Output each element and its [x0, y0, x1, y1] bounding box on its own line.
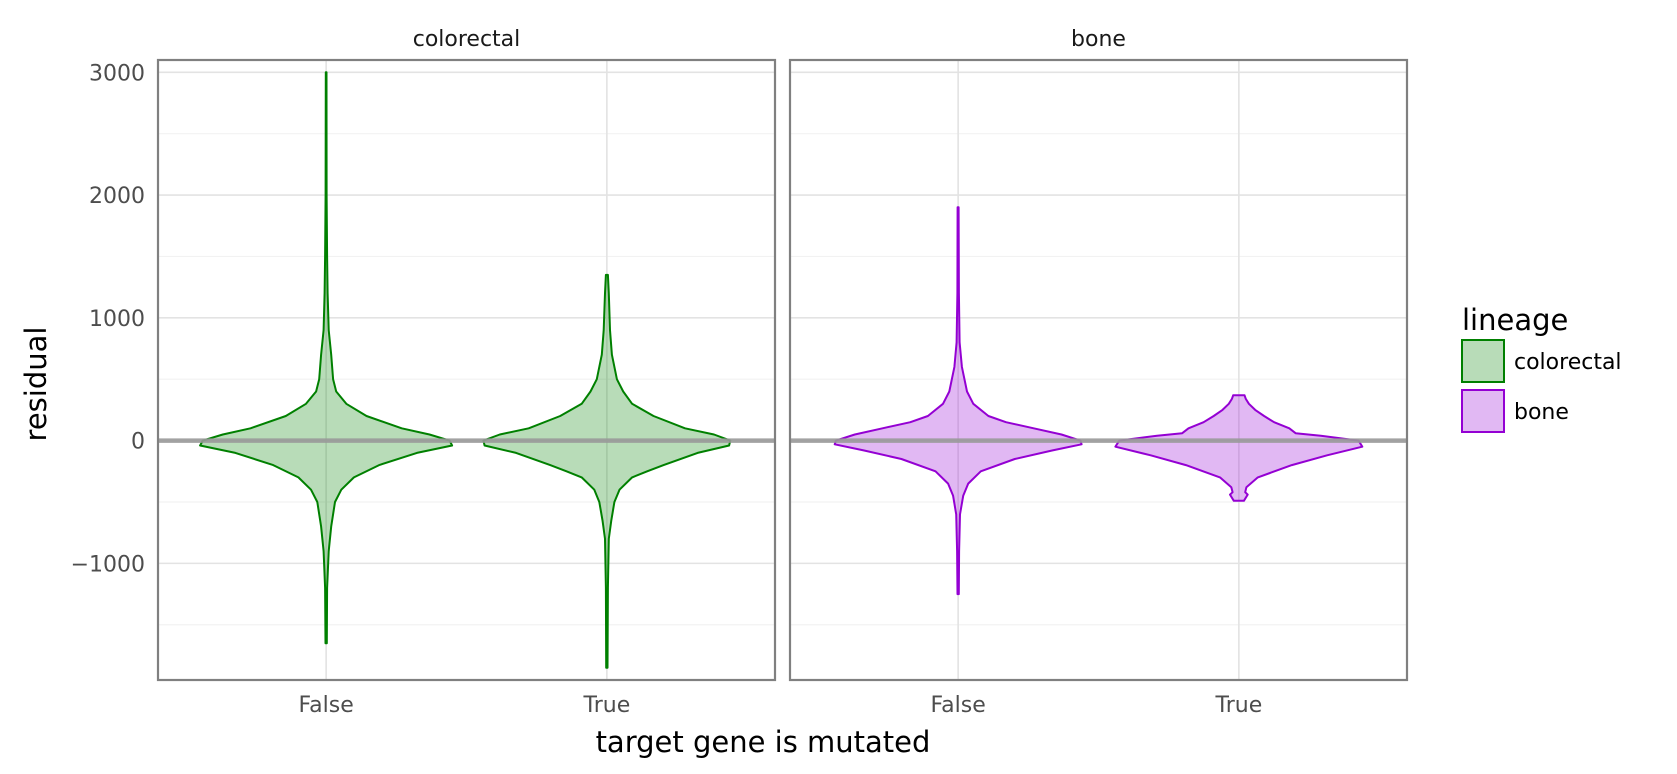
- facet-title: bone: [1071, 27, 1126, 52]
- x-tick-label: True: [583, 693, 631, 718]
- legend-title: lineage: [1462, 303, 1568, 337]
- x-tick-label: False: [931, 693, 986, 718]
- legend: lineage colorectal bone: [1461, 303, 1622, 433]
- violin-bone-False: [833, 206, 1083, 596]
- y-axis-title: residual: [19, 327, 53, 442]
- facet-panel-colorectal: colorectal False True: [156, 27, 777, 718]
- facet-title: colorectal: [413, 27, 521, 52]
- x-tick-label: True: [1215, 693, 1263, 718]
- legend-swatch: [1461, 339, 1505, 383]
- panel-border: [156, 58, 777, 682]
- violin-colorectal-True: [482, 273, 732, 669]
- legend-items: colorectal bone: [1461, 339, 1622, 433]
- y-tick-label: 0: [131, 430, 145, 455]
- y-tick-label: 1000: [89, 307, 145, 332]
- y-axis: −1000 0 1000 2000 3000: [71, 61, 145, 577]
- x-axis-title: target gene is mutated: [596, 725, 931, 759]
- y-tick-label: 3000: [89, 61, 145, 86]
- panels-layer: colorectal False True bone False True: [156, 27, 1409, 718]
- violin-colorectal-False: [199, 71, 454, 645]
- violin-bone-True: [1114, 394, 1364, 502]
- legend-label: bone: [1514, 400, 1569, 425]
- panel-border: [788, 58, 1409, 682]
- facet-panel-bone: bone False True: [788, 27, 1409, 718]
- legend-label: colorectal: [1514, 350, 1622, 375]
- legend-swatch: [1461, 389, 1505, 433]
- x-tick-label: False: [299, 693, 354, 718]
- y-tick-label: −1000: [71, 552, 145, 577]
- y-tick-label: 2000: [89, 184, 145, 209]
